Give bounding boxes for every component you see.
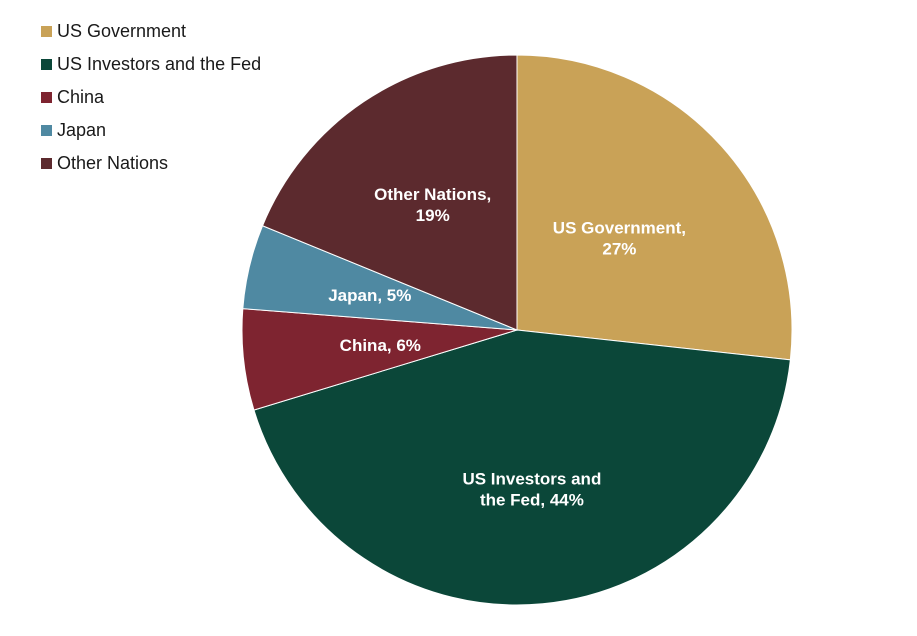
legend-swatch-other-nations — [41, 158, 52, 169]
legend-label-japan: Japan — [57, 120, 106, 140]
slice-label-china: China, 6% — [340, 336, 421, 355]
pie-slices — [241, 54, 793, 606]
legend-swatch-china — [41, 92, 52, 103]
pie-slice-us-investors-and-the-fed — [253, 329, 791, 606]
legend-label-us-government: US Government — [57, 21, 186, 41]
slice-label-japan: Japan, 5% — [328, 286, 411, 305]
slice-label-us-investors-and-the-fed: US Investors and the Fed, 44% — [462, 469, 601, 509]
slice-label-other-nations: Other Nations, 19% — [374, 185, 491, 225]
legend-swatch-us-government — [41, 26, 52, 37]
legend-label-china: China — [57, 87, 105, 107]
slice-labels: US Government, 27% US Investors and the Fed… — [328, 185, 686, 509]
legend-swatch-us-investors-and-the-fed — [41, 59, 52, 70]
pie-slice-us-government — [516, 54, 793, 361]
pie-slice-other-nations — [261, 54, 518, 331]
legend-label-other-nations: Other Nations — [57, 153, 168, 173]
slice-label-us-government: US Government, 27% — [553, 219, 686, 259]
legend-swatch-japan — [41, 125, 52, 136]
legend: US Government US Investors and the Fed Chi… — [41, 21, 261, 173]
legend-label-us-investors-and-the-fed: US Investors and the Fed — [57, 54, 261, 74]
